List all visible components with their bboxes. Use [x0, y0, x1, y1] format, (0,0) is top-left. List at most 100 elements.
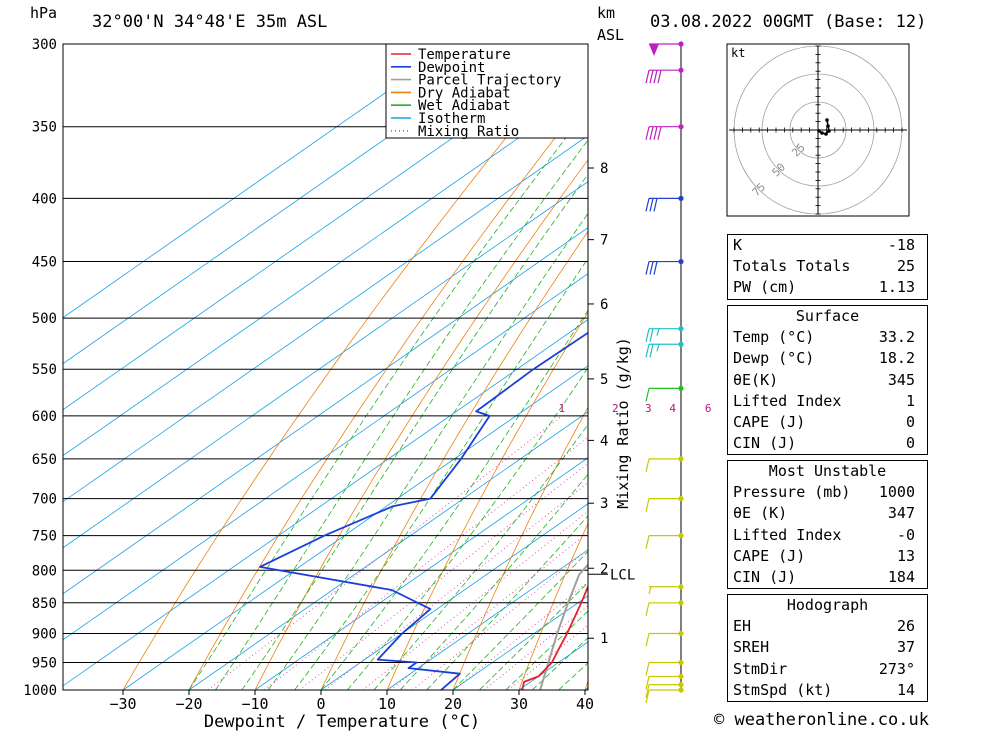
hodograph-point	[826, 124, 830, 128]
most-unstable-row: Lifted Index -0	[733, 525, 915, 544]
legend-label: Temperature	[418, 47, 511, 63]
hodograph-row: StmSpd (kt) 14	[733, 680, 915, 699]
pressure-tick-label: 350	[32, 120, 57, 136]
x-tick-label: 40	[576, 695, 594, 713]
wind-barb-flag	[649, 328, 654, 342]
wind-barb-dot	[678, 341, 684, 347]
height-tick-label: 1	[600, 631, 608, 647]
wind-barb-dot	[678, 258, 684, 265]
pressure-tick-label: 750	[32, 529, 57, 545]
legend-label: Parcel Trajectory	[418, 73, 561, 89]
index-row: K -18	[733, 236, 915, 254]
wet-adiabat-line	[215, 139, 588, 690]
pressure-tick-label: 650	[32, 452, 57, 468]
wind-barb-flag	[645, 689, 650, 704]
wind-barb-flag	[653, 261, 658, 275]
wind-barb-flag	[649, 70, 654, 84]
wind-barb-flag	[645, 126, 650, 140]
surface-row: Temp (°C) 33.2	[733, 328, 915, 347]
hodograph-point	[820, 131, 824, 135]
x-tick-label: 30	[510, 695, 528, 713]
hodograph-point	[817, 129, 821, 133]
copyright-footer[interactable]: © weatheronline.co.uk	[714, 710, 929, 730]
temperature-line	[521, 584, 588, 690]
surface-row: θE(K) 345	[733, 370, 915, 389]
wind-barb-dot	[678, 41, 684, 47]
index-row: PW (cm) 1.13	[733, 278, 915, 297]
legend-box	[385, 43, 589, 139]
wind-barb-flag	[645, 261, 650, 275]
indices-box: K -18 Totals Totals 25 PW (cm) 1.13	[727, 234, 928, 300]
wet-adiabat-line	[267, 212, 588, 690]
wind-barb-flag	[653, 70, 658, 84]
most-unstable-row: Pressure (mb) 1000	[733, 483, 915, 502]
wind-barb-pennant	[649, 44, 659, 56]
x-tick-label: −20	[175, 695, 202, 713]
isotherm-line	[63, 181, 588, 549]
mixing-ratio-label: 3	[645, 402, 652, 415]
wet-adiabat-line	[294, 257, 588, 690]
mixing-ratio-line	[453, 581, 588, 690]
wind-barb-flag	[657, 70, 662, 84]
wind-barb-flag	[657, 126, 662, 140]
wind-barb-flag	[645, 344, 650, 358]
legend-label: Wet Adiabat	[418, 98, 511, 114]
pressure-tick-label: 400	[32, 191, 57, 207]
wind-barb-flag	[645, 498, 650, 512]
legend-label: Isotherm	[418, 111, 485, 127]
wind-barb-dot	[678, 195, 684, 201]
mixing-ratio-line	[362, 510, 588, 690]
x-tick-label: 10	[378, 695, 396, 713]
wind-barb-dot	[678, 659, 684, 666]
pressure-tick-label: 550	[32, 362, 57, 378]
surface-box: Surface Temp (°C) 33.2 Dewp (°C) 18.2 θE(K…	[727, 305, 928, 456]
isotherm-line	[63, 89, 588, 457]
wind-barb-dot	[678, 124, 684, 130]
pressure-tick-label: 600	[32, 409, 57, 425]
pressure-tick-label: 500	[32, 311, 57, 327]
plot-frame	[62, 43, 589, 691]
dry-adiabat-line	[320, 230, 588, 690]
wind-barb-flag	[645, 388, 650, 402]
height-tick-label: 8	[600, 161, 608, 177]
isotherm-line	[386, 549, 588, 690]
parcel-trajectory-line	[539, 563, 588, 690]
mixing-ratio-line	[299, 462, 588, 690]
lcl-label: LCL	[610, 567, 635, 583]
wind-barb-flag	[649, 126, 654, 140]
legend-label: Dewpoint	[418, 60, 485, 76]
hodograph-row: SREH 37	[733, 638, 915, 657]
wet-adiabat-line	[452, 550, 588, 690]
wind-barb-flag	[645, 662, 650, 676]
isotherm-line	[63, 44, 456, 319]
pressure-tick-label: 1000	[23, 683, 57, 699]
hodograph-box: Hodograph EH 26 SREH 37 StmDir 273° StmSpd …	[727, 594, 928, 702]
datetime-title: 03.08.2022 00GMT (Base: 12)	[650, 12, 927, 32]
wind-barb-flag	[645, 602, 650, 616]
wind-barb-flag	[645, 328, 650, 342]
most-unstable-title: Most Unstable	[768, 462, 887, 480]
mixing-ratio-label: 1	[559, 402, 566, 415]
hodograph-point	[827, 129, 831, 133]
pressure-tick-label: 300	[32, 37, 57, 53]
dry-adiabat-line	[254, 159, 588, 690]
pressure-tick-label: 900	[32, 626, 57, 642]
surface-row: CAPE (J) 0	[733, 412, 915, 431]
mixing-ratio-axis-label: Mixing Ratio (g/kg)	[614, 337, 632, 509]
mixing-ratio-label: 6	[705, 402, 712, 415]
wind-barb-dot	[678, 326, 684, 332]
mixing-ratio-label: 4	[669, 402, 676, 415]
height-tick-label: 3	[600, 496, 608, 512]
most-unstable-box: Most Unstable Pressure (mb) 1000 θE (K) 34…	[727, 460, 928, 590]
pressure-tick-label: 850	[32, 596, 57, 612]
mixing-ratio-label: 2	[612, 402, 619, 415]
hodograph-unit-label: kt	[731, 46, 745, 60]
x-tick-label: 20	[444, 695, 462, 713]
most-unstable-row: CIN (J) 184	[733, 567, 915, 586]
x-axis-label: Dewpoint / Temperature (°C)	[204, 712, 480, 732]
wind-barb-dot	[678, 687, 684, 693]
legend-label: Dry Adiabat	[418, 85, 511, 101]
x-tick-label: −10	[241, 695, 268, 713]
wind-barb-flag	[653, 126, 658, 140]
